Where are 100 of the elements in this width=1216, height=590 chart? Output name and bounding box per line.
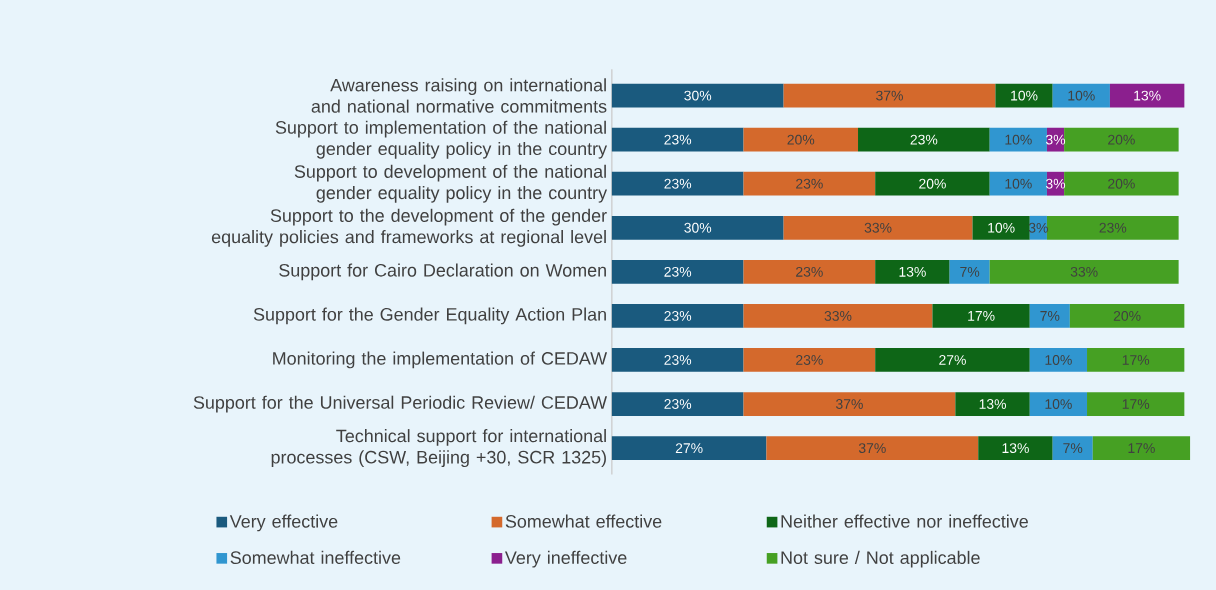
bar (611, 215, 784, 240)
bar (932, 303, 1030, 328)
bar (858, 127, 990, 152)
bar (875, 347, 1030, 372)
bar (743, 392, 956, 416)
bar (743, 127, 859, 152)
data-label: 23% (664, 266, 692, 277)
bar (1092, 436, 1191, 460)
bar (611, 436, 767, 460)
bar (955, 392, 1030, 416)
bar (1087, 392, 1185, 416)
bar (743, 303, 933, 328)
data-label: 10% (1068, 90, 1095, 101)
bar (1087, 347, 1185, 372)
legend-label: Neither effective nor ineffective (781, 514, 1028, 528)
bar (1052, 436, 1093, 460)
data-label: 17% (1122, 399, 1150, 409)
bar (611, 83, 784, 108)
y-tick-label: Support to the development of the gender equality policies and frameworks at regional level (211, 208, 607, 247)
data-label: 10% (1005, 178, 1032, 189)
data-label: 10% (1005, 134, 1032, 145)
bar (1052, 83, 1110, 108)
data-label: 20% (1108, 178, 1135, 189)
data-label: 13% (1002, 443, 1029, 453)
data-label: 23% (664, 354, 692, 365)
data-label: 7% (1040, 310, 1060, 321)
data-label: 23% (664, 134, 692, 145)
y-tick-label: Support for Cairo Declaration on Women (279, 263, 606, 281)
bar (949, 259, 990, 284)
data-label: 20% (919, 178, 946, 189)
y-tick-label: Technical support for international processes (CSW, Beijing +30, SCR 1325) (271, 429, 606, 468)
legend-label: Somewhat ineffective (230, 550, 401, 564)
data-label: 27% (675, 443, 703, 453)
bar (972, 215, 1030, 240)
data-label: 37% (835, 399, 863, 409)
data-label: 10% (1045, 399, 1072, 409)
bar (611, 392, 744, 416)
bar (1029, 392, 1088, 416)
legend-label: Somewhat effective (505, 514, 662, 528)
bar (766, 436, 979, 460)
y-tick-label: Monitoring the implementation of CEDAW (273, 351, 608, 369)
bar (875, 171, 990, 196)
data-label: 23% (1099, 222, 1127, 233)
data-label: 23% (910, 134, 938, 145)
data-label: 37% (858, 443, 886, 453)
data-label: 20% (1108, 134, 1135, 145)
data-label: 7% (960, 266, 980, 277)
bar (1109, 83, 1185, 108)
data-label: 30% (684, 90, 712, 101)
bar (1029, 303, 1070, 328)
data-label: 20% (787, 134, 815, 145)
data-label: 7% (1063, 443, 1083, 453)
data-label: 33% (864, 222, 892, 233)
bar (611, 127, 744, 152)
bar (1064, 127, 1179, 152)
y-tick-label: Awareness raising on international and national normative commitments (311, 78, 607, 113)
bar (611, 303, 744, 328)
legend-label: Very ineffective (504, 550, 627, 568)
y-tick-label: Support to implementation of the national gender equality policy in the country (275, 120, 608, 159)
data-label: 17% (1128, 443, 1155, 453)
data-label: 37% (876, 90, 903, 101)
bar (989, 127, 1047, 152)
data-label: 33% (824, 310, 852, 321)
bar (1069, 303, 1185, 328)
data-label: 23% (796, 354, 823, 365)
bar (1029, 347, 1088, 372)
bar (875, 259, 950, 284)
legend-label: Very effective (229, 514, 338, 532)
bar (978, 436, 1053, 460)
bar (783, 215, 973, 240)
data-label: 23% (664, 178, 692, 189)
bar (611, 259, 744, 284)
y-tick-label: Support for the Gender Equality Action Plan (253, 307, 606, 325)
data-label: 10% (1011, 90, 1038, 101)
data-label: 23% (664, 399, 692, 409)
bar (743, 259, 876, 284)
data-label: 33% (1070, 266, 1098, 277)
y-tick-label: Support for the Universal Periodic Review/ CEDAW (193, 395, 608, 413)
data-label: 23% (664, 310, 692, 321)
bar (989, 259, 1179, 284)
bar (1064, 171, 1179, 196)
data-label: 23% (796, 266, 823, 277)
data-label: 20% (1113, 310, 1141, 321)
bar (995, 83, 1053, 108)
data-label: 13% (979, 399, 1007, 409)
bar (743, 347, 876, 372)
data-label: 13% (899, 266, 926, 277)
data-label: 17% (968, 310, 995, 321)
bar (611, 347, 744, 372)
legend-label: Not sure / Not applicable (781, 550, 980, 568)
data-label: 30% (684, 222, 712, 233)
bar (611, 171, 744, 196)
data-label: 23% (796, 178, 823, 189)
data-label: 13% (1134, 90, 1161, 101)
data-label: 10% (1045, 354, 1072, 365)
bar (989, 171, 1047, 196)
data-label: 27% (939, 354, 966, 365)
data-label: 17% (1122, 355, 1150, 365)
bar (783, 83, 996, 108)
bar (1046, 215, 1179, 240)
